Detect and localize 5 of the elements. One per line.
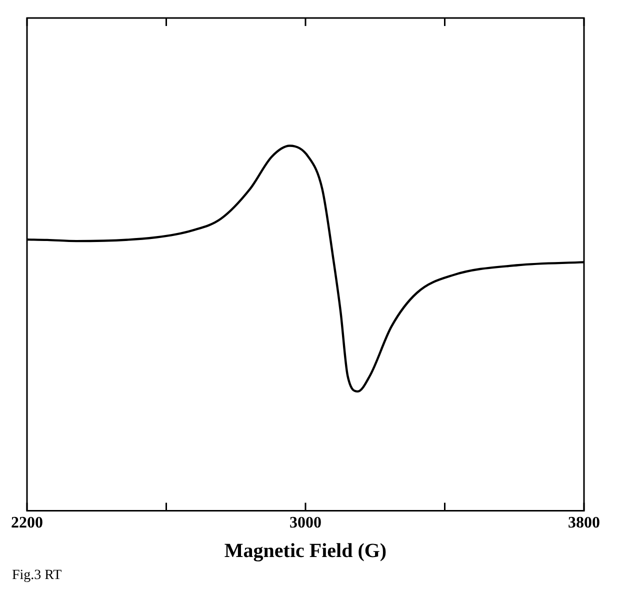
x-tick-label: 2200 — [11, 514, 43, 532]
x-tick-label: 3000 — [290, 514, 322, 532]
x-axis-title: Magnetic Field (G) — [224, 540, 387, 562]
x-tick-label: 3800 — [568, 514, 600, 532]
caption: Fig.3 RT — [12, 568, 63, 584]
